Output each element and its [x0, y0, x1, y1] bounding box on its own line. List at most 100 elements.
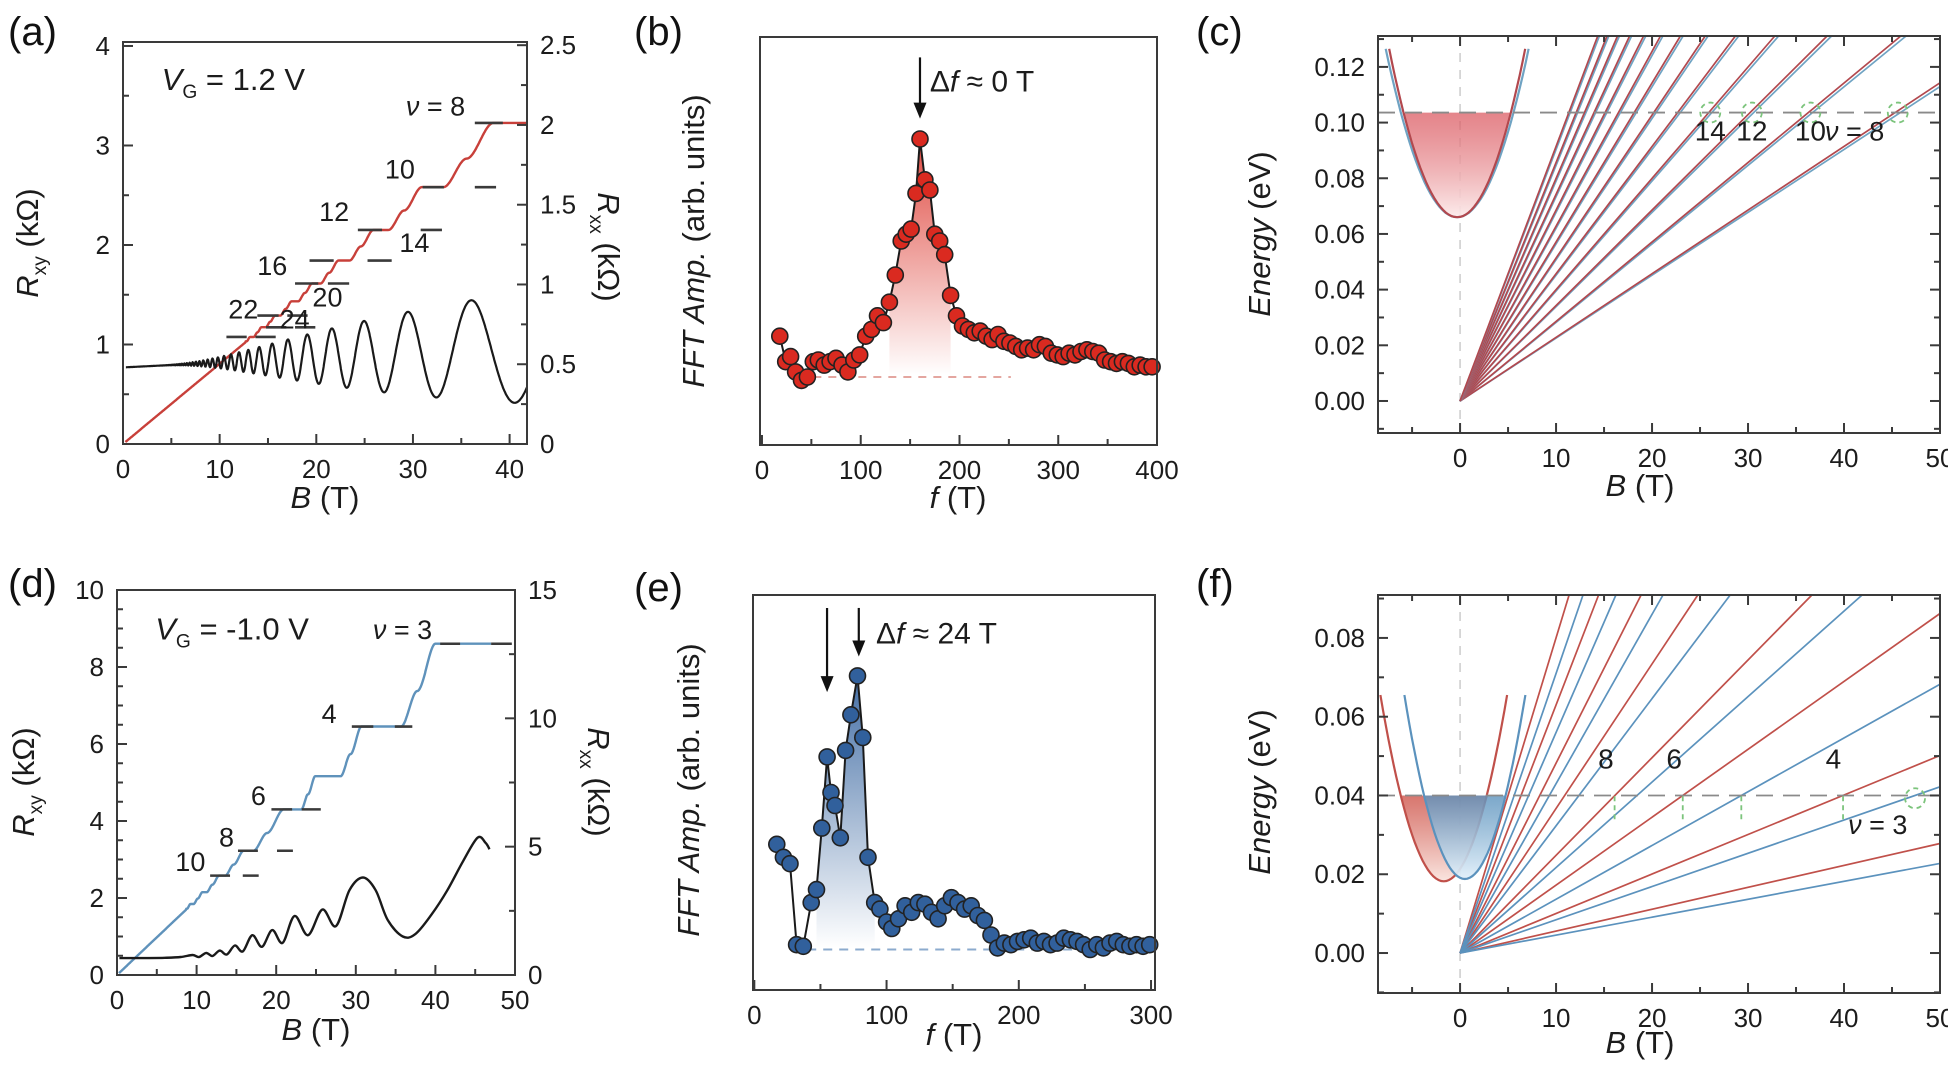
filling-factor-circle	[1799, 101, 1822, 124]
x-tick-label: 30	[1734, 1003, 1763, 1033]
x-tick-label: 30	[341, 985, 370, 1015]
panel-letter-f: (f)	[1196, 562, 1234, 606]
x-tick-label: 50	[501, 985, 530, 1015]
x-tick-label: 10	[1542, 1003, 1571, 1033]
panel-c-annotations: 14 12 10 ν = 8	[1378, 101, 1940, 147]
annotation-label: 14	[399, 228, 429, 258]
annotation-label: 10	[385, 154, 415, 184]
x-tick-label: 20	[1638, 443, 1667, 473]
x-tick-label: 40	[421, 985, 450, 1015]
annotation-label: VG = 1.2 V	[162, 62, 306, 103]
annotation-label: 24	[280, 305, 310, 335]
landau-fan-lines	[1459, 594, 1941, 954]
panel-letter-e: (e)	[634, 566, 683, 610]
hall-resistance-curve	[124, 121, 528, 443]
landau-fan-lines	[1459, 594, 1941, 954]
axes-frame	[122, 41, 528, 445]
x-tick-label: 400	[1135, 455, 1178, 485]
band-parabola-inset	[1384, 48, 1530, 219]
rxx-oscillation-curve	[125, 299, 529, 404]
annotation-label: 22	[228, 295, 258, 325]
panel-b-axes: 0 100 200 300 400 f (T) FFT Amp. (arb. units)	[676, 36, 1179, 515]
peak-arrow	[820, 607, 834, 693]
y-tick-label: 0.04	[1314, 780, 1365, 810]
y-tick-label: 4	[96, 31, 110, 61]
x-tick-label: 0	[747, 1000, 761, 1030]
panel-c: 14 12 10 ν = 80 10 20 30 40 500.000.020.040.060.…	[1242, 35, 1948, 503]
x-tick-label: 10	[1542, 443, 1571, 473]
annotation-label: 12	[1736, 116, 1767, 147]
annotation-label: 10	[175, 847, 205, 877]
y-axis-title: Rxy (kΩ)	[6, 727, 47, 837]
y-right-tick-label: 2	[540, 110, 554, 140]
y-right-tick-label: 1.5	[540, 190, 576, 220]
panel-d-annotations: VG = -1.0 V ν = 3 4 68 10	[155, 611, 512, 877]
panel-c-axes: 0 10 20 30 40 50 0.00 0.02 0.04 0.06 0.08 0.10 0.12 B…	[1242, 35, 1948, 503]
fft-data-points	[770, 130, 1161, 390]
landau-fan-line-pairs	[1459, 35, 1941, 402]
band-parabola-inset	[1403, 694, 1527, 881]
y-right-tick-label: 1	[540, 269, 554, 299]
panel-e-axes: 0 100 200 300 f (T) FFT Amp. (arb. units)	[671, 594, 1173, 1052]
annotation-label: 8	[1598, 744, 1614, 775]
y-tick-label: 0	[90, 960, 104, 990]
x-axis-title: f (T)	[926, 1017, 983, 1052]
band-outline	[1388, 48, 1527, 219]
panel-f-annotations: 8 6 4 ν = 3	[1378, 744, 1940, 840]
x-tick-label: 0	[1453, 443, 1467, 473]
rxx-oscillation-curve	[119, 835, 491, 960]
x-tick-label: 30	[398, 454, 427, 484]
panel-d-series	[118, 642, 492, 974]
annotation-label: 6	[251, 781, 266, 811]
y-tick-label: 0.00	[1314, 938, 1365, 968]
panel-e-series	[767, 667, 1159, 959]
peak-arrow	[852, 607, 866, 657]
y-tick-label: 6	[90, 729, 104, 759]
y-right-tick-label: 0	[540, 429, 554, 459]
axes-frame	[1377, 35, 1941, 434]
y-right-tick-label: 5	[528, 832, 542, 862]
hall-resistance-curve	[118, 642, 492, 974]
x-tick-label: 0	[110, 985, 124, 1015]
y-axis-title: Energy (eV)	[1242, 151, 1277, 316]
axes-frame	[1377, 594, 1941, 994]
y-axis-title: FFT Amp. (arb. units)	[676, 94, 711, 387]
y-tick-label: 0.10	[1314, 108, 1365, 138]
panel-b: Δf ≈ 0 T 0 100 200 300 400 f (T) FFT Amp. (arb.…	[676, 36, 1179, 515]
peak-arrow	[913, 57, 927, 119]
y-tick-label: 0.02	[1314, 859, 1365, 889]
y-tick-label: 0.06	[1314, 219, 1365, 249]
y-tick-label: 1	[96, 329, 110, 359]
panel-f-axes: 0 10 20 30 40 50 0.00 0.02 0.04 0.06 0.08 B (T) Ener…	[1242, 594, 1948, 1060]
filling-factor-circle	[1740, 101, 1763, 124]
panel-f: 8 6 4 ν = 3 0 10 20 30 40 50 0.00 0.02 0.04 0.06 0.08 B…	[1242, 594, 1948, 1060]
filling-factor-circle	[1699, 101, 1722, 124]
panel-letter-d: (d)	[8, 562, 57, 606]
y-axis-title: FFT Amp. (arb. units)	[671, 643, 706, 936]
panel-b-series	[770, 130, 1161, 390]
annotation-label: 14	[1695, 116, 1726, 147]
x-tick-label: 40	[495, 454, 524, 484]
y-tick-label: 0	[96, 429, 110, 459]
annotation-label: 4	[322, 699, 337, 729]
y-tick-label: 0.12	[1314, 52, 1365, 82]
y-tick-label: 2	[90, 883, 104, 913]
y-tick-label: 3	[96, 130, 110, 160]
x-tick-label: 10	[205, 454, 234, 484]
annotation-label: 20	[312, 283, 342, 313]
x-tick-label: 100	[865, 1000, 908, 1030]
fft-data-points	[767, 667, 1159, 959]
x-tick-label: 20	[262, 985, 291, 1015]
fft-peak-fill	[889, 139, 951, 376]
x-tick-label: 0	[1453, 1003, 1467, 1033]
x-tick-label: 200	[938, 455, 981, 485]
panel-letter-c: (c)	[1196, 10, 1243, 54]
annotation-label: VG = -1.0 V	[155, 611, 309, 652]
panel-e: Δf ≈ 24 T 0 100 200 300 f (T) FFT Amp. (arb. u…	[671, 594, 1173, 1052]
annotation-label: 6	[1666, 744, 1682, 775]
